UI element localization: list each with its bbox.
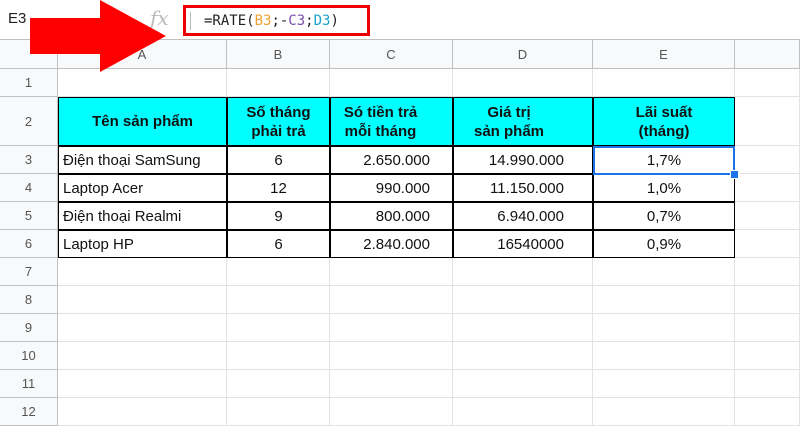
cell[interactable] [58, 258, 227, 286]
data-cell[interactable]: 9 [227, 202, 330, 230]
row-header-1[interactable]: 1 [0, 69, 58, 97]
cell[interactable] [735, 258, 800, 286]
cell[interactable] [58, 398, 227, 426]
cell[interactable] [453, 286, 593, 314]
row-header-8[interactable]: 8 [0, 286, 58, 314]
cell[interactable] [58, 314, 227, 342]
data-cell[interactable]: 6 [227, 230, 330, 258]
cell[interactable] [735, 230, 800, 258]
data-cell[interactable]: 0,9% [593, 230, 735, 258]
row-header-3[interactable]: 3 [0, 146, 58, 174]
cell[interactable] [735, 146, 800, 174]
data-cell[interactable]: 1,0% [593, 174, 735, 202]
data-cell[interactable]: 0,7% [593, 202, 735, 230]
cell[interactable] [735, 202, 800, 230]
cell[interactable] [453, 398, 593, 426]
data-cell[interactable]: 12 [227, 174, 330, 202]
cell[interactable] [58, 370, 227, 398]
column-header-B[interactable]: B [227, 40, 330, 69]
column-header-D[interactable]: D [453, 40, 593, 69]
cell[interactable] [735, 314, 800, 342]
cell[interactable] [227, 69, 330, 97]
header-cell[interactable]: Lãi suất (tháng) [593, 97, 735, 146]
cell[interactable] [227, 398, 330, 426]
fill-handle[interactable] [730, 170, 739, 179]
header-cell[interactable]: Tên sản phẩm [58, 97, 227, 146]
cell[interactable] [453, 342, 593, 370]
row-header-7[interactable]: 7 [0, 258, 58, 286]
cell[interactable] [330, 342, 453, 370]
data-cell[interactable]: 6 [227, 146, 330, 174]
cell[interactable] [58, 69, 227, 97]
cell[interactable] [593, 258, 735, 286]
red-arrow-icon [30, 0, 166, 72]
row-header-12[interactable]: 12 [0, 398, 58, 426]
column-header-E[interactable]: E [593, 40, 735, 69]
cell[interactable] [735, 286, 800, 314]
row-header-2[interactable]: 2 [0, 97, 58, 146]
column-header-F[interactable] [735, 40, 800, 69]
row-header-6[interactable]: 6 [0, 230, 58, 258]
row-header-11[interactable]: 11 [0, 370, 58, 398]
data-cell[interactable]: 14.990.000 [453, 146, 593, 174]
formula-text: =RATE(B3;-C3;D3) [204, 13, 339, 29]
cell[interactable] [735, 69, 800, 97]
data-cell[interactable]: 2.840.000 [330, 230, 453, 258]
cell[interactable] [453, 314, 593, 342]
cell[interactable] [330, 286, 453, 314]
cell[interactable] [453, 69, 593, 97]
cell[interactable] [593, 370, 735, 398]
cell[interactable] [330, 370, 453, 398]
cell[interactable] [593, 286, 735, 314]
header-cell[interactable]: Số tháng phải trả [227, 97, 330, 146]
data-cell[interactable]: Laptop HP [58, 230, 227, 258]
data-cell[interactable]: 800.000 [330, 202, 453, 230]
data-cell[interactable]: 6.940.000 [453, 202, 593, 230]
fx-icon: fx [150, 6, 169, 30]
data-cell[interactable]: 990.000 [330, 174, 453, 202]
selected-cell-E3[interactable] [593, 146, 735, 175]
column-header-C[interactable]: C [330, 40, 453, 69]
data-cell[interactable]: Điện thoại Realmi [58, 202, 227, 230]
cell[interactable] [593, 342, 735, 370]
cell[interactable] [453, 258, 593, 286]
cell[interactable] [735, 370, 800, 398]
cell[interactable] [58, 342, 227, 370]
cell[interactable] [227, 370, 330, 398]
cell[interactable] [227, 342, 330, 370]
header-cell[interactable]: Só tiền trả mỗi tháng [330, 97, 453, 146]
cell[interactable] [593, 398, 735, 426]
row-header-9[interactable]: 9 [0, 314, 58, 342]
cell[interactable] [735, 342, 800, 370]
row-header-4[interactable]: 4 [0, 174, 58, 202]
data-cell[interactable]: 16540000 [453, 230, 593, 258]
name-box[interactable]: E3 [8, 10, 27, 27]
cell[interactable] [330, 314, 453, 342]
cell[interactable] [735, 97, 800, 146]
cell[interactable] [227, 286, 330, 314]
data-cell[interactable]: 2.650.000 [330, 146, 453, 174]
cell[interactable] [330, 69, 453, 97]
row-header-10[interactable]: 10 [0, 342, 58, 370]
cell[interactable] [453, 370, 593, 398]
cell[interactable] [593, 314, 735, 342]
row-header-5[interactable]: 5 [0, 202, 58, 230]
cell[interactable] [227, 258, 330, 286]
formula-input[interactable]: =RATE(B3;-C3;D3) [183, 5, 370, 36]
cell[interactable] [330, 258, 453, 286]
data-cell[interactable]: Laptop Acer [58, 174, 227, 202]
cell[interactable] [735, 398, 800, 426]
cell[interactable] [330, 398, 453, 426]
cell[interactable] [593, 69, 735, 97]
cell[interactable] [735, 174, 800, 202]
data-cell[interactable]: Điện thoại SamSung [58, 146, 227, 174]
header-cell[interactable]: Giá trị sản phẩm [453, 97, 593, 146]
data-cell[interactable]: 11.150.000 [453, 174, 593, 202]
cell[interactable] [227, 314, 330, 342]
cell[interactable] [58, 286, 227, 314]
